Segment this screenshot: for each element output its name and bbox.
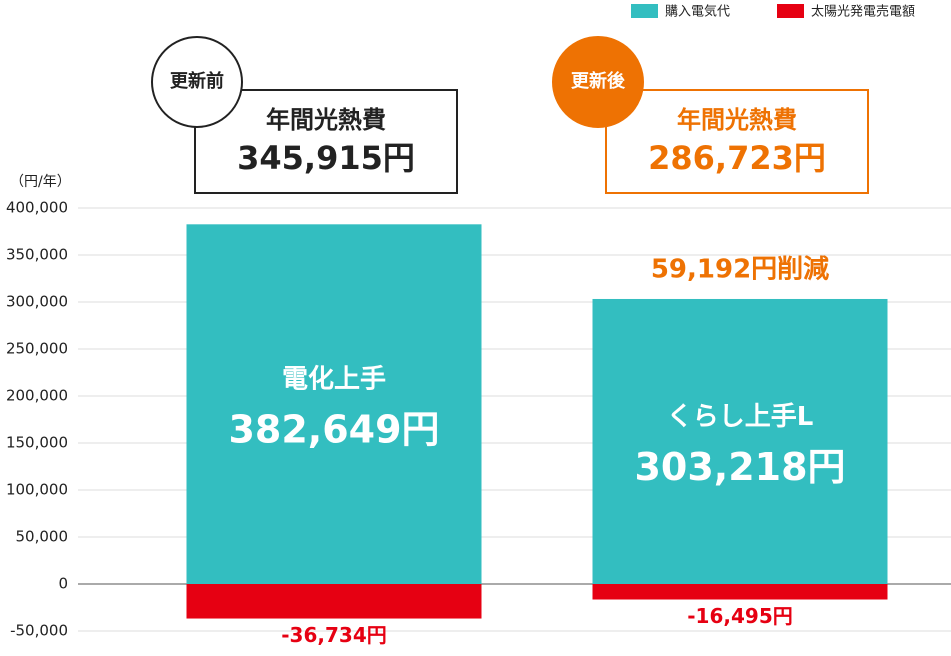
annotation-total: 345,915円: [237, 139, 415, 177]
annotation-total: 286,723円: [648, 139, 826, 177]
annotation-box: [605, 89, 869, 194]
value-label: -16,495円: [687, 604, 792, 628]
y-tick-label: 100,000: [6, 481, 68, 499]
bar: [592, 584, 888, 600]
y-tick-label: 50,000: [16, 528, 69, 546]
y-axis-label: （円/年）: [10, 174, 71, 190]
bar: [186, 224, 482, 584]
y-tick-label: 250,000: [6, 340, 68, 358]
category-label: 電化上手: [282, 365, 386, 395]
annotation-title: 年間光熱費: [677, 106, 797, 134]
legend-swatch: [777, 4, 804, 18]
y-tick-label: 400,000: [6, 199, 68, 217]
y-tick-label: 300,000: [6, 293, 68, 311]
legend-swatch: [631, 4, 658, 18]
y-tick-label: 350,000: [6, 246, 68, 264]
value-label: -36,734円: [281, 623, 386, 647]
badge: [151, 36, 243, 128]
badge: [552, 36, 644, 128]
value-label: 303,218円: [634, 445, 845, 489]
annotation-title: 年間光熱費: [266, 106, 386, 134]
y-tick-label: 0: [58, 575, 68, 593]
y-tick-label: 200,000: [6, 387, 68, 405]
category-label: くらし上手L: [667, 402, 814, 432]
badge-label: 更新後: [571, 70, 626, 92]
bar: [186, 584, 482, 619]
value-label: 382,649円: [228, 408, 439, 452]
y-tick-label: 150,000: [6, 434, 68, 452]
bar: [592, 298, 888, 584]
legend-label: 太陽光発電売電額: [811, 4, 915, 20]
savings-label: 59,192円削減: [651, 255, 829, 285]
y-tick-label: -50,000: [10, 622, 68, 640]
legend-label: 購入電気代: [665, 4, 730, 20]
annotation-box: [194, 89, 458, 194]
badge-label: 更新前: [170, 70, 224, 92]
